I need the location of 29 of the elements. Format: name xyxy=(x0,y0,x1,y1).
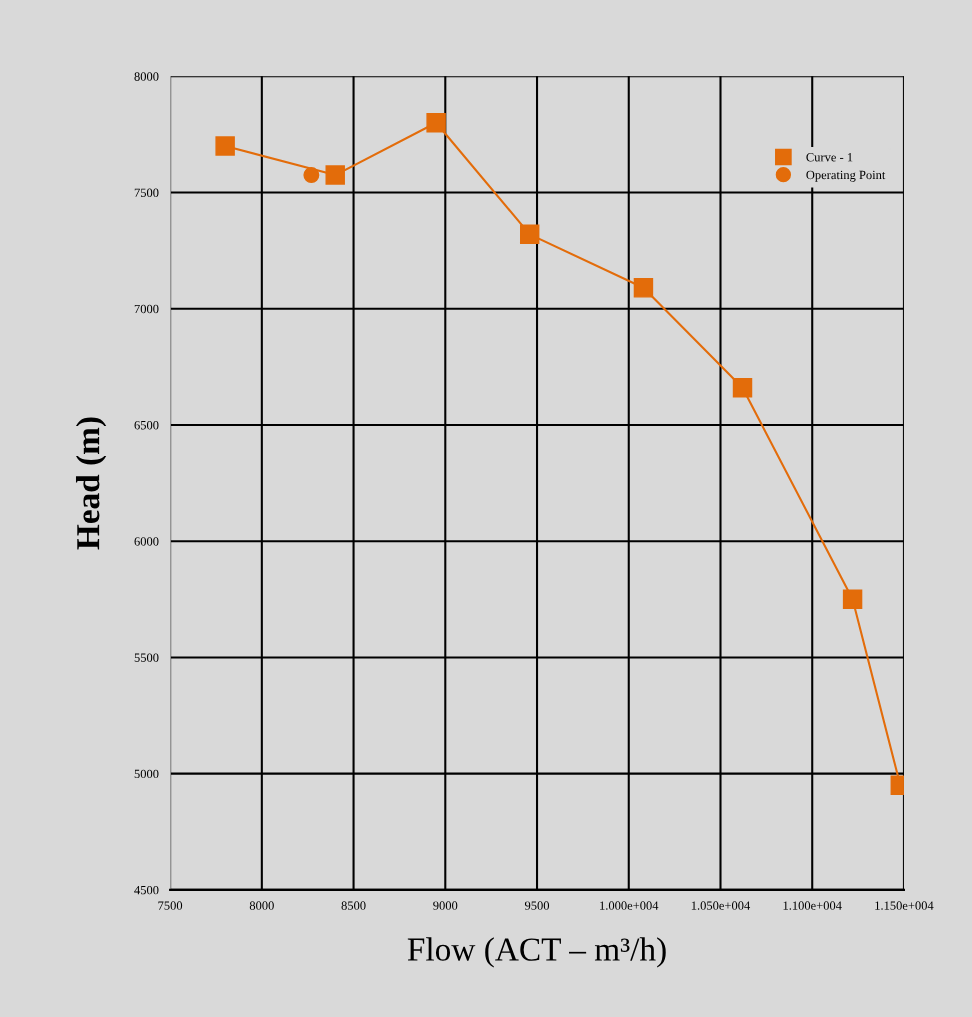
y-tick-label: 6500 xyxy=(134,420,159,430)
y-tick-label: 4500 xyxy=(134,885,159,895)
x-tick-label: 1.050e+004 xyxy=(691,901,751,910)
point xyxy=(519,224,540,245)
y-tick-label: 5000 xyxy=(134,769,159,779)
point xyxy=(426,113,446,133)
point xyxy=(633,278,654,298)
x-tick-label: 8000 xyxy=(249,901,274,910)
x-tick-label: 1.100e+004 xyxy=(783,901,842,910)
x-tick-label: 9000 xyxy=(433,901,458,910)
x-tick-label: 1.150e+004 xyxy=(875,901,934,910)
y-tick-label: 7500 xyxy=(134,188,159,197)
x-tick-label: 7500 xyxy=(158,901,183,910)
y-tick-label: 6000 xyxy=(134,537,159,546)
x-axis-title: Flow (ACT – m³/h) xyxy=(407,937,666,968)
point xyxy=(303,167,320,184)
point xyxy=(732,378,753,398)
point xyxy=(325,165,345,185)
legend-label: Operating Point xyxy=(806,170,886,182)
legend-label: Curve - 1 xyxy=(806,153,853,162)
x-tick-label: 8500 xyxy=(341,901,366,910)
y-tick-label: 7000 xyxy=(134,304,159,314)
point xyxy=(842,589,863,610)
point xyxy=(215,136,235,156)
y-tick-label: 8000 xyxy=(134,72,159,81)
x-tick-label: 1.000e+004 xyxy=(600,901,659,910)
y-axis-title: Head (m) xyxy=(75,417,107,550)
x-tick-label: 9500 xyxy=(524,901,550,910)
y-tick-label: 5500 xyxy=(134,653,159,662)
